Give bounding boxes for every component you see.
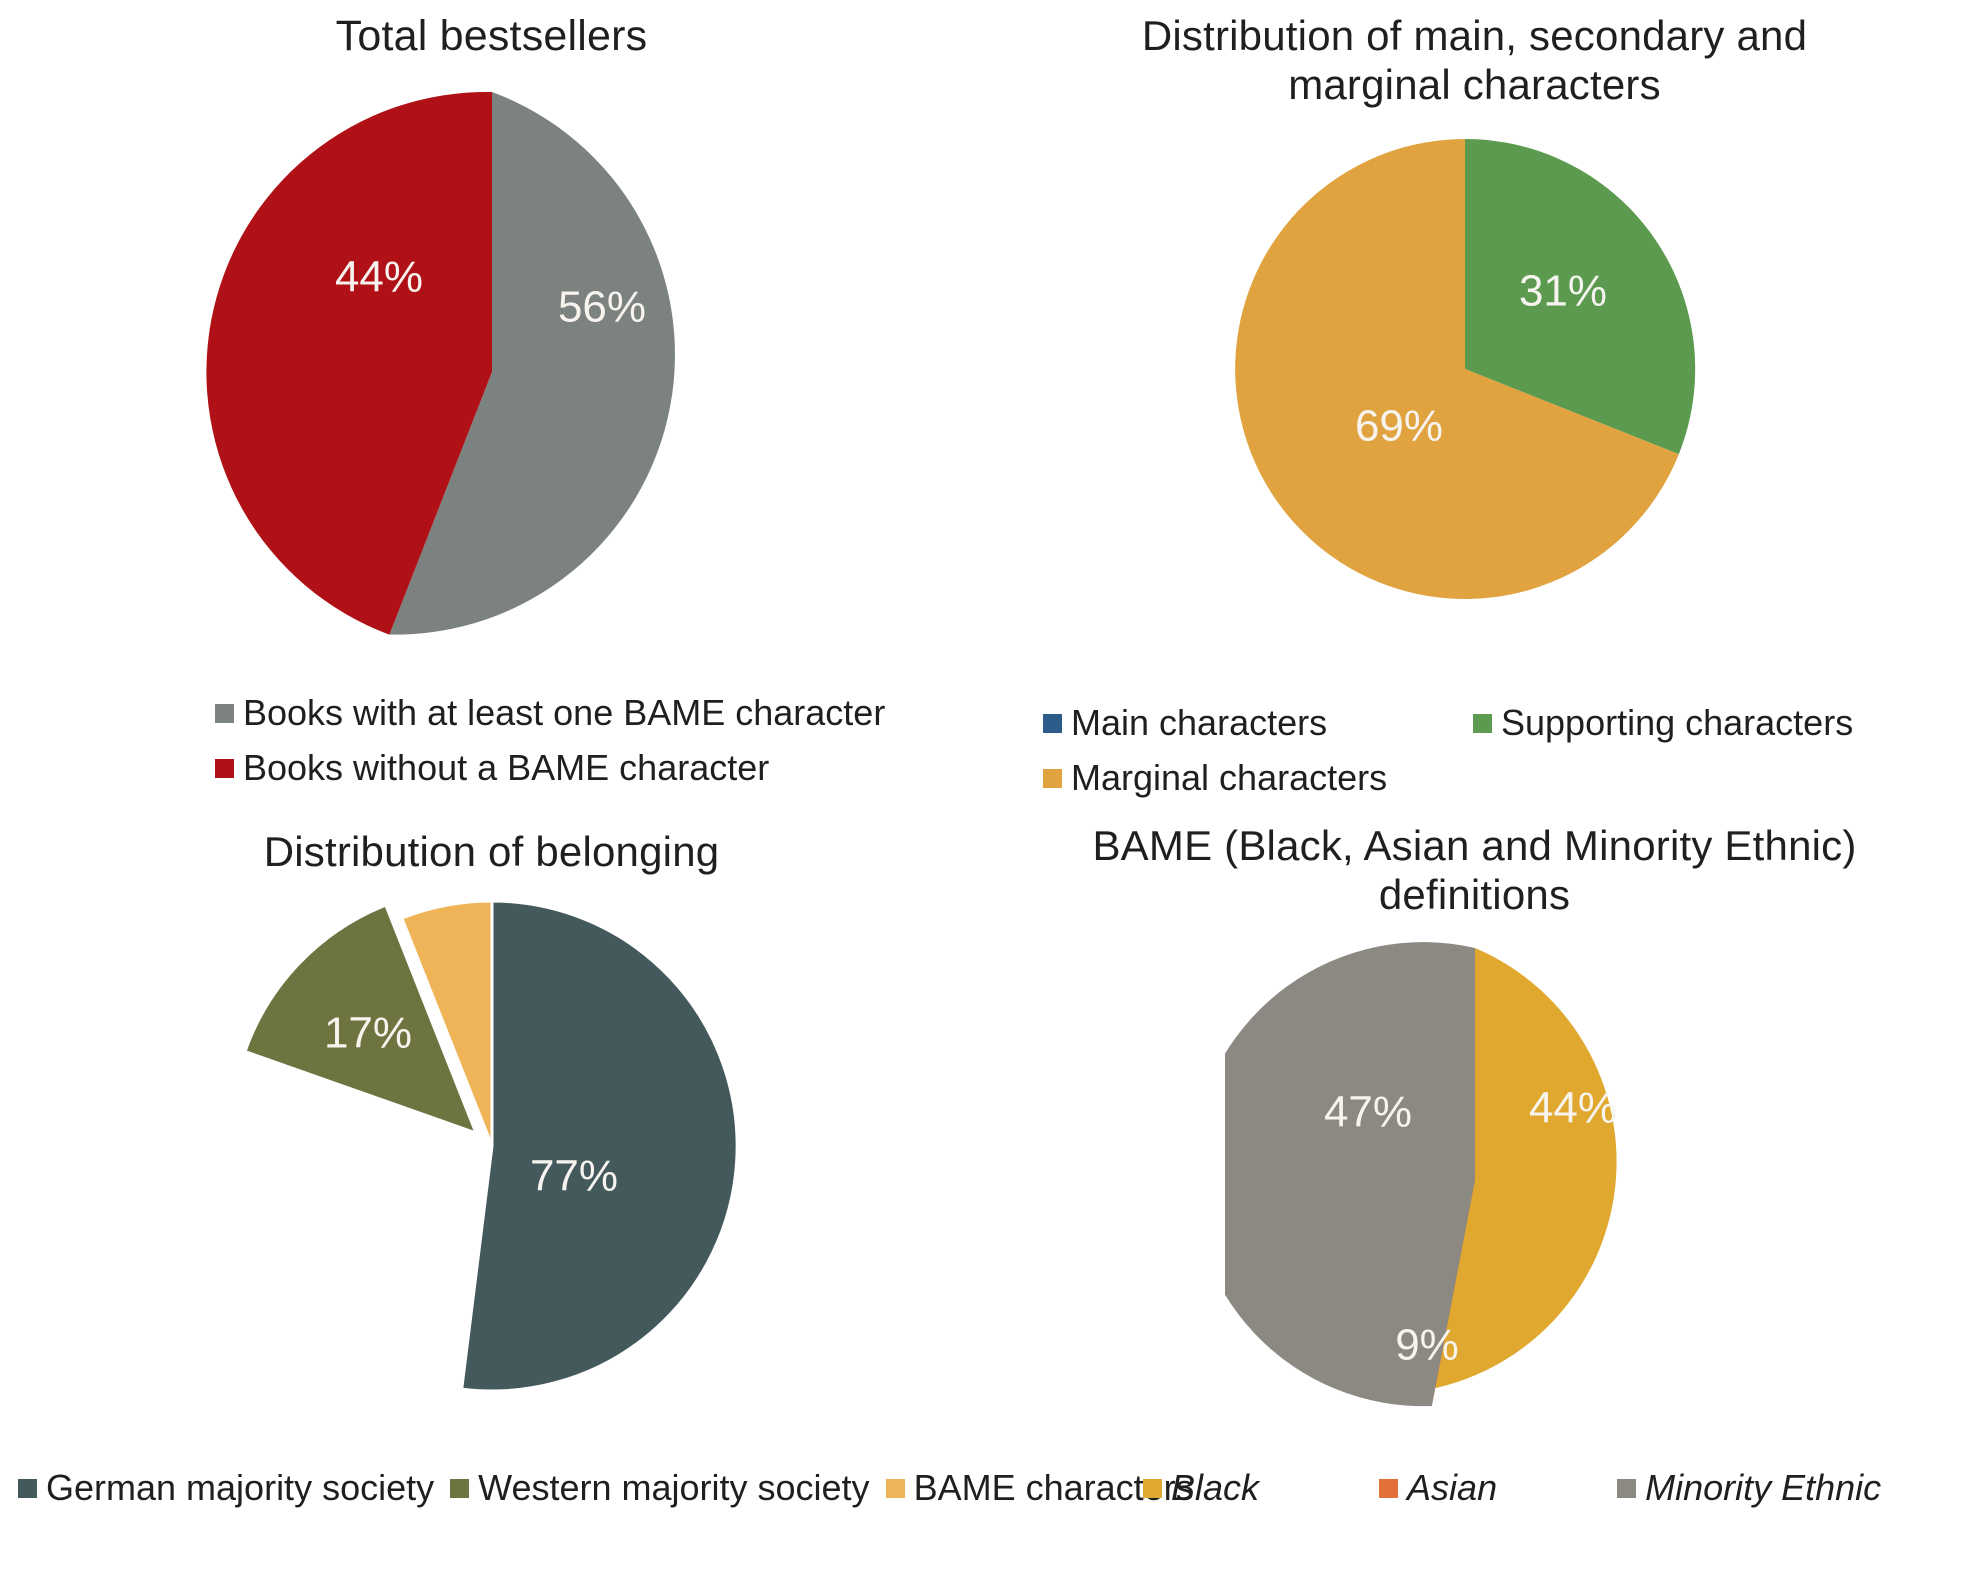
pie-label-17: 17% — [323, 1008, 411, 1057]
pie-chart-distribution-of-belonging: 77% 17% — [242, 899, 739, 1393]
legend-label: Western majority society — [478, 1467, 870, 1508]
pie-chart-total-bestsellers: 56% 44% — [205, 91, 675, 635]
legend-item-asian[interactable]: Asian — [1379, 1465, 1497, 1512]
legend-label: Black — [1171, 1467, 1260, 1508]
legend-item-books-without-bame[interactable]: Books without a BAME character — [215, 745, 983, 792]
pie-label-31: 31% — [1518, 267, 1606, 316]
legend-item-black[interactable]: Black — [1143, 1465, 1259, 1512]
legend-label: Main characters — [1071, 702, 1328, 743]
legend-swatch-icon — [1043, 768, 1062, 788]
legend-label: Supporting characters — [1501, 702, 1854, 743]
chart-title-character-distribution: Distribution of main, secondary and marg… — [983, 0, 1966, 109]
pie-slice-marginal-characters[interactable] — [1234, 139, 1679, 600]
legend-item-supporting-characters[interactable]: Supporting characters — [1473, 700, 1853, 747]
pie-slice-bame-characters[interactable] — [399, 899, 493, 1147]
pie-label-56: 56% — [557, 283, 645, 332]
legend-swatch-icon — [450, 1478, 470, 1498]
legend-swatch-icon — [18, 1478, 37, 1498]
legend-swatch-icon — [215, 758, 234, 778]
legend-character-distribution: Main characters Supporting characters Ma… — [1043, 700, 1966, 802]
legend-bame-definitions: Black Asian Minority Ethnic — [1143, 1465, 1966, 1512]
pie-chart-character-distribution: 31% 69% — [1234, 139, 1695, 600]
panel-total-bestsellers: Total bestsellers 56% 44% Books with at … — [0, 0, 983, 800]
legend-label: German majority society — [46, 1467, 435, 1508]
pie-slice-books-with-bame[interactable] — [388, 91, 675, 635]
chart-title-line-2: definitions — [1378, 870, 1571, 918]
pie-wrap-distribution-of-belonging: 77% 17% — [0, 877, 983, 1401]
pie-label-47: 47% — [1323, 1088, 1411, 1137]
pie-label-44: 44% — [1528, 1084, 1616, 1133]
pie-label-69: 69% — [1354, 402, 1442, 451]
pie-wrap-character-distribution: 31% 69% — [983, 109, 1966, 619]
pie-wrap-bame-definitions: 44% 9% 47% — [983, 919, 1966, 1425]
legend-swatch-icon — [1043, 713, 1062, 733]
legend-total-bestsellers: Books with at least one BAME character B… — [215, 690, 983, 800]
pie-slice-western-majority-society-group — [242, 902, 479, 1136]
legend-swatch-icon — [1379, 1478, 1399, 1498]
legend-item-german-majority-society[interactable]: German majority society — [18, 1465, 434, 1512]
legend-item-marginal-characters[interactable]: Marginal characters — [1043, 755, 1473, 802]
chart-title-total-bestsellers: Total bestsellers — [335, 12, 648, 60]
panel-distribution-of-belonging: Distribution of belonging 77% 17% German… — [0, 800, 1194, 1573]
pie-wrap-total-bestsellers: 56% 44% — [0, 62, 983, 662]
chart-title-line-1: BAME (Black, Asian and Minority Ethnic) — [1092, 822, 1857, 869]
legend-item-minority-ethnic[interactable]: Minority Ethnic — [1617, 1465, 1881, 1512]
chart-title-bame-definitions: BAME (Black, Asian and Minority Ethnic) … — [983, 800, 1966, 919]
legend-label: Marginal characters — [1071, 756, 1388, 798]
chart-title-line-1: Distribution of main, secondary and — [1141, 12, 1808, 59]
legend-row-2: Marginal characters — [1043, 755, 1966, 802]
legend-distribution-of-belonging: German majority society Western majority… — [18, 1465, 1194, 1512]
legend-swatch-icon — [1143, 1478, 1162, 1498]
pie-slice-books-without-bame[interactable] — [205, 91, 492, 635]
legend-item-books-with-bame[interactable]: Books with at least one BAME character — [215, 690, 983, 737]
legend-label: Asian — [1407, 1467, 1498, 1508]
legend-row-1: German majority society Western majority… — [18, 1465, 1194, 1512]
legend-item-main-characters[interactable]: Main characters — [1043, 700, 1473, 747]
pie-slice-minority-ethnic[interactable] — [1224, 942, 1475, 1407]
legend-row-1: Black Asian Minority Ethnic — [1143, 1465, 1966, 1512]
pie-slice-supporting-characters[interactable] — [1464, 139, 1695, 455]
chart-title-line-2: marginal characters — [1288, 60, 1661, 108]
chart-title-distribution-of-belonging: Distribution of belonging — [263, 828, 720, 875]
legend-swatch-icon — [215, 703, 234, 723]
pie-label-44: 44% — [334, 253, 422, 302]
panel-bame-definitions: BAME (Black, Asian and Minority Ethnic) … — [983, 800, 1966, 1573]
legend-swatch-icon — [1617, 1478, 1637, 1498]
pie-chart-bame-definitions: 44% 9% 47% — [1224, 942, 1617, 1407]
pie-slice-western-majority-society[interactable] — [242, 902, 479, 1136]
pie-label-9: 9% — [1395, 1321, 1459, 1370]
legend-label: Books with at least one BAME character — [243, 692, 886, 733]
legend-label: Minority Ethnic — [1645, 1467, 1882, 1508]
legend-label: Books without a BAME character — [243, 746, 770, 788]
panel-character-distribution: Distribution of main, secondary and marg… — [983, 0, 1966, 800]
pie-slice-german-majority-society[interactable] — [459, 899, 739, 1393]
legend-item-western-majority-society[interactable]: Western majority society — [450, 1465, 870, 1512]
legend-row-1: Main characters Supporting characters — [1043, 700, 1966, 747]
pie-label-77: 77% — [529, 1151, 617, 1200]
legend-swatch-icon — [885, 1478, 905, 1498]
legend-swatch-icon — [1473, 713, 1492, 733]
